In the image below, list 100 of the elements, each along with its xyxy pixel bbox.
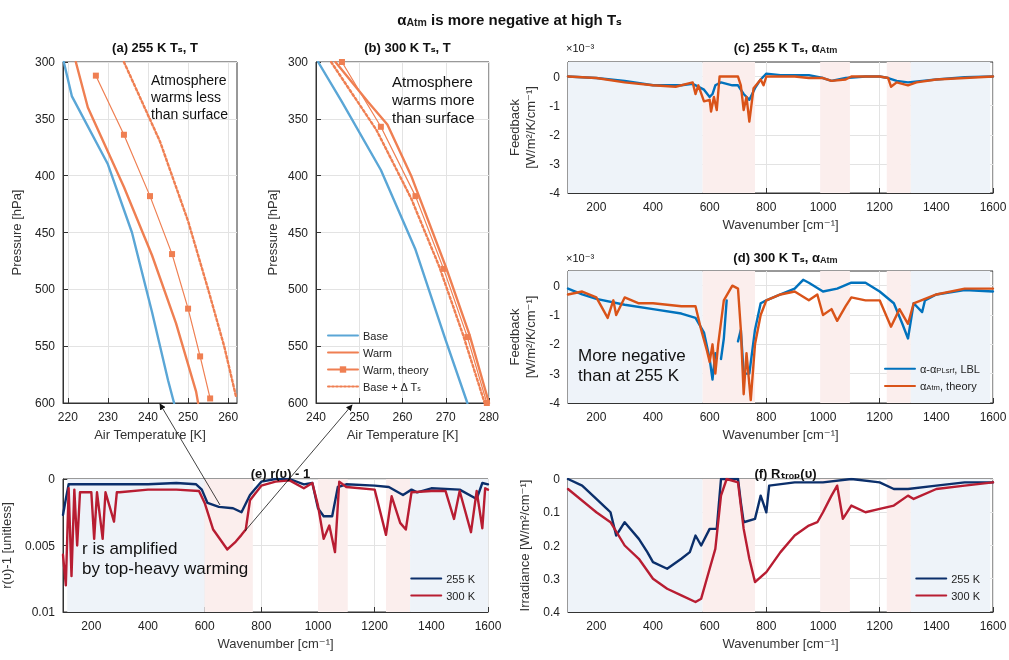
point — [412, 193, 419, 200]
y-axis-title: Feedback [W/m²/K/cm⁻¹] — [506, 295, 538, 379]
x-tick-label: 400 — [642, 200, 664, 214]
y-tick-label: 0 — [553, 472, 561, 486]
y-tick-label: 350 — [287, 111, 309, 126]
x-axis-title: Wavenumber [cm⁻¹] — [722, 216, 839, 232]
y-tick-label: -2 — [549, 337, 561, 352]
x-tick-label: 1000 — [304, 619, 332, 633]
point — [207, 395, 214, 402]
x-tick-label: 240 — [305, 410, 327, 424]
y-tick-label: 350 — [34, 111, 56, 126]
x-tick-label: 1600 — [979, 410, 1007, 424]
x-tick-label: 220 — [57, 410, 79, 424]
legend-label: 300 K — [446, 589, 476, 602]
chart-title: (a) 255 K Tₛ, T — [112, 40, 198, 55]
x-axis-title: Wavenumber [cm⁻¹] — [722, 426, 839, 442]
x-tick-label: 400 — [642, 619, 664, 633]
point — [169, 251, 176, 258]
y-tick-label: 0.2 — [543, 538, 561, 553]
y-axis-title: r(υ)-1 [unitless] — [0, 502, 14, 589]
chart-title: (c) 255 K Tₛ, αAtm — [733, 40, 838, 56]
x-tick-label: 800 — [756, 200, 777, 214]
y-tick-label: 0 — [48, 472, 56, 486]
x-axis-title: Air Temperature [K] — [346, 426, 459, 442]
y-tick-label: -4 — [549, 396, 561, 410]
x-tick-label: 250 — [349, 410, 370, 424]
x-tick-label: 600 — [194, 619, 215, 633]
x-tick-label: 1400 — [922, 200, 950, 214]
chart-title: (d) 300 K Tₛ, αAtm — [733, 250, 838, 266]
legend-label: 255 K — [951, 572, 981, 585]
x-tick-label: 1200 — [866, 619, 894, 633]
legend-label: 255 K — [446, 572, 476, 585]
y-tick-label: 0.01 — [31, 605, 56, 619]
x-tick-label: 1000 — [809, 410, 837, 424]
y-tick-label: 300 — [34, 55, 56, 69]
x-tick-label: 200 — [586, 200, 607, 214]
text: ×10⁻³ — [566, 41, 595, 54]
y-tick-label: 450 — [287, 225, 309, 240]
x-axis-title: Air Temperature [K] — [94, 426, 206, 442]
legend-label: Base — [363, 329, 389, 342]
y-tick-label: -2 — [549, 127, 561, 142]
chart-title: (e) r(υ) - 1 — [250, 466, 311, 481]
x-tick-label: 200 — [586, 410, 607, 424]
legend-label: Warm — [363, 346, 392, 359]
y-tick-label: -1 — [549, 98, 561, 113]
y-tick-label: 0.1 — [543, 505, 561, 520]
chart-subtitle: (b) 300 K Tₛ, T — [364, 40, 451, 55]
point — [440, 265, 447, 272]
x-tick-label: 600 — [699, 410, 720, 424]
x-tick-label: 600 — [699, 619, 720, 633]
y-axis-title: Pressure [hPa] — [264, 189, 280, 276]
legend-label: Base + Δ Tₛ — [363, 380, 422, 393]
x-tick-label: 240 — [137, 410, 159, 424]
y-axis-title: Irradiance [W/m²/cm⁻¹] — [516, 479, 532, 612]
y-tick-label: -3 — [549, 156, 561, 171]
y-tick-label: -3 — [549, 366, 561, 381]
x-tick-label: 280 — [478, 410, 500, 424]
annotation: More negative than at 255 K — [578, 345, 686, 386]
point — [147, 193, 153, 200]
y-tick-label: -1 — [549, 308, 561, 322]
x-tick-label: 260 — [392, 410, 413, 424]
x-tick-label: 270 — [435, 410, 457, 424]
y-tick-label: 400 — [34, 168, 56, 183]
y-tick-label: 550 — [34, 339, 56, 354]
x-tick-label: 1400 — [922, 619, 950, 633]
x-tick-label: 260 — [218, 410, 239, 424]
x-tick-label: 1000 — [809, 619, 837, 633]
x-tick-label: 800 — [756, 619, 777, 633]
x-tick-label: 1400 — [417, 619, 445, 633]
y-tick-label: 400 — [287, 168, 309, 183]
x-tick-label: 800 — [756, 410, 777, 424]
x-tick-label: 400 — [137, 619, 159, 633]
line-series — [566, 284, 995, 402]
y-tick-label: 300 — [287, 55, 309, 69]
chart-title: (f) Rₜᵣₒₚ(υ) — [754, 466, 817, 481]
y-tick-label: 450 — [34, 225, 56, 240]
y-axis-title: Pressure [hPa] — [8, 189, 24, 276]
x-axis-title: Wavenumber [cm⁻¹] — [217, 635, 334, 651]
y-tick-label: 600 — [34, 396, 56, 410]
x-tick-label: 800 — [251, 619, 272, 633]
x-tick-label: 1000 — [809, 200, 837, 214]
annotation: Atmosphere warms more than surface — [391, 72, 475, 126]
y-tick-label: 600 — [287, 396, 309, 410]
y-tick-label: 550 — [287, 339, 309, 354]
y-axis-title: Feedback [W/m²/K/cm⁻¹] — [506, 86, 538, 169]
y-tick-label: 0 — [553, 278, 561, 293]
x-tick-label: 400 — [642, 410, 664, 424]
point — [185, 305, 192, 312]
x-tick-label: 200 — [586, 619, 607, 633]
y-tick-label: 0.005 — [24, 538, 56, 553]
x-tick-label: 200 — [81, 619, 102, 633]
y-tick-label: -4 — [549, 186, 561, 200]
annotation: r is amplified by top-heavy warming — [82, 538, 249, 579]
line-series — [122, 60, 238, 399]
x-axis-title: Wavenumber [cm⁻¹] — [722, 635, 839, 651]
x-tick-label: 1400 — [922, 410, 950, 424]
legend-label: Warm, theory — [363, 363, 430, 376]
text: ×10⁻³ — [566, 251, 595, 264]
x-tick-label: 1200 — [866, 200, 894, 214]
x-tick-label: 1600 — [474, 619, 502, 633]
